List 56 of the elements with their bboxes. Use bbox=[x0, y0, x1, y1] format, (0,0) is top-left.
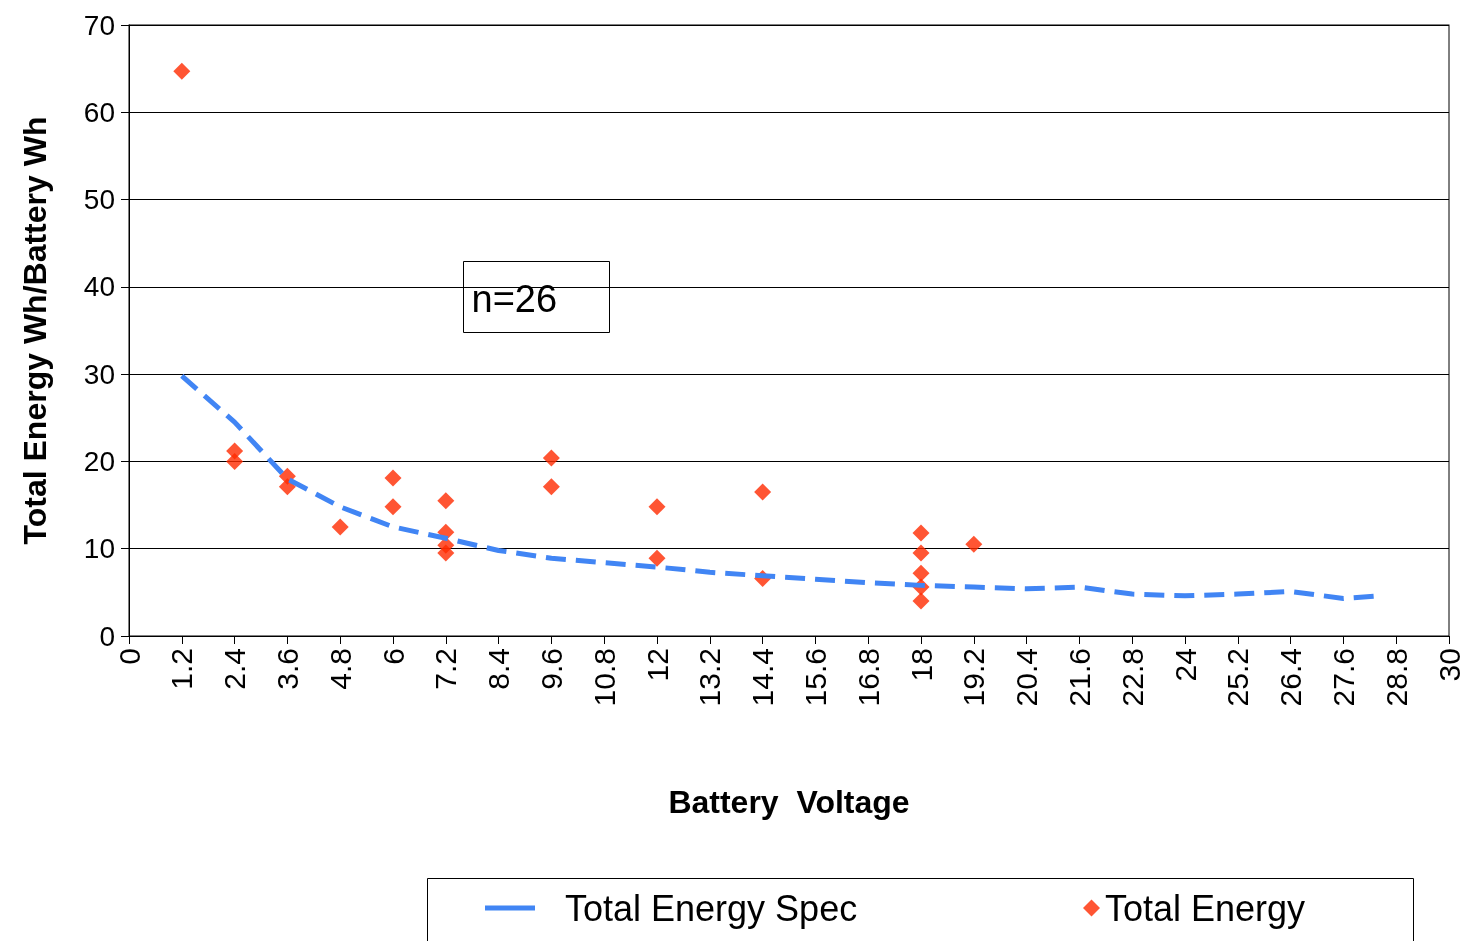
x-tick-label: 3.6 bbox=[270, 648, 304, 690]
x-tick-label: 28.8 bbox=[1379, 648, 1413, 707]
x-tick-label: 16.8 bbox=[851, 648, 885, 707]
point bbox=[912, 544, 930, 562]
x-tick-label: 6 bbox=[376, 648, 410, 665]
x-tick-label: 8.4 bbox=[482, 648, 516, 690]
x-tick-label: 12 bbox=[640, 648, 674, 682]
point bbox=[437, 544, 455, 562]
x-tick-label: 24 bbox=[1168, 648, 1202, 682]
point bbox=[331, 518, 349, 536]
x-tick-label: 30 bbox=[1432, 648, 1466, 682]
x-tick-label: 27.6 bbox=[1326, 648, 1360, 707]
point bbox=[965, 535, 983, 553]
point bbox=[437, 492, 455, 510]
point bbox=[912, 592, 930, 610]
point bbox=[384, 469, 402, 487]
y-tick-label: 20 bbox=[83, 445, 115, 477]
x-tick-label: 0 bbox=[112, 648, 146, 665]
x-tick-label: 10.8 bbox=[587, 648, 621, 707]
y-tick-label: 30 bbox=[83, 358, 115, 390]
legend-label: Total Energy bbox=[1105, 887, 1306, 929]
y-axis-title: Total Energy Wh/Battery Wh bbox=[17, 116, 53, 545]
point bbox=[542, 478, 560, 496]
point bbox=[542, 449, 560, 467]
x-tick-label: 7.2 bbox=[429, 648, 463, 690]
x-tick-label: 19.2 bbox=[957, 648, 991, 707]
point bbox=[226, 452, 244, 470]
x-tick-label: 9.6 bbox=[534, 648, 568, 690]
x-tick-label: 15.6 bbox=[798, 648, 832, 707]
x-tick-label: 25.2 bbox=[1221, 648, 1255, 707]
x-axis-title: Battery Voltage bbox=[668, 784, 910, 820]
point bbox=[754, 483, 772, 501]
x-tick-label: 20.4 bbox=[1010, 648, 1044, 707]
x-tick-label: 21.6 bbox=[1062, 648, 1096, 707]
x-tick-label: 18 bbox=[904, 648, 938, 682]
y-tick-label: 60 bbox=[83, 96, 115, 128]
point bbox=[384, 498, 402, 516]
point bbox=[912, 524, 930, 542]
point bbox=[648, 549, 666, 567]
x-tick-label: 14.4 bbox=[746, 648, 780, 707]
y-tick-label: 40 bbox=[83, 271, 115, 303]
point bbox=[278, 478, 296, 496]
point bbox=[912, 564, 930, 582]
x-tick-label: 2.4 bbox=[218, 648, 252, 690]
point bbox=[173, 62, 191, 80]
y-tick-label: 50 bbox=[83, 184, 115, 216]
point bbox=[648, 498, 666, 516]
x-tick-label: 4.8 bbox=[323, 648, 357, 690]
x-tick-label: 26.4 bbox=[1274, 648, 1308, 707]
annotation: n=26 bbox=[471, 277, 558, 320]
x-tick-label: 22.8 bbox=[1115, 648, 1149, 707]
x-tick-label: 1.2 bbox=[165, 648, 199, 690]
y-tick-label: 10 bbox=[83, 533, 115, 565]
legend-label: Total Energy Spec bbox=[565, 887, 858, 929]
y-tick-label: 70 bbox=[83, 9, 115, 41]
x-tick-label: 13.2 bbox=[693, 648, 727, 707]
